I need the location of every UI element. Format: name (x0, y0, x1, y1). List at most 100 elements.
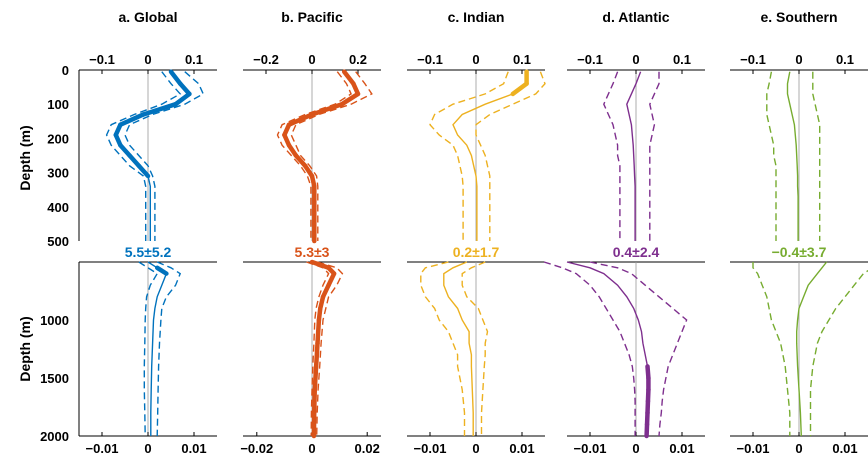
upper-mean-line (452, 71, 528, 241)
y-tick-label: 1000 (40, 313, 69, 328)
lower-ci-upper-line (316, 261, 344, 437)
lower-significant-segment (309, 259, 331, 271)
upper-mean-line (115, 71, 191, 241)
lower-ci-upper-line (156, 261, 182, 437)
y-tick-label: 2000 (40, 429, 69, 444)
lower-x-tick-label: −0.01 (414, 441, 447, 456)
lower-x-tick-label: 0.01 (509, 441, 534, 456)
upper-x-tick-label: 0.1 (836, 52, 854, 67)
upper-ci-lower-line (276, 71, 352, 241)
lower-ci-lower-line (752, 262, 791, 436)
trend-label-aglobal: 5.5±5.2 (125, 244, 172, 260)
upper-x-tick-label: −0.1 (577, 52, 603, 67)
lower-x-tick-label: 0.02 (355, 441, 380, 456)
upper-significant-segment (341, 69, 356, 86)
panel-title-aglobal: a. Global (118, 9, 177, 25)
upper-x-tick-label: 0.1 (673, 52, 691, 67)
upper-ci-upper-line (812, 71, 821, 241)
upper-significant-segment (339, 91, 361, 107)
upper-x-tick-label: 0.1 (185, 52, 203, 67)
lower-x-tick-label: 0 (632, 441, 639, 456)
upper-ci-upper-line (475, 71, 546, 241)
upper-significant-segment (136, 163, 151, 179)
y-tick-label: 200 (47, 131, 69, 146)
lower-ci-upper-line (461, 261, 489, 436)
upper-ci-lower-line (766, 71, 777, 241)
upper-significant-segment (177, 81, 192, 97)
lower-ci-lower-line (543, 261, 636, 436)
lower-x-tick-label: 0 (144, 441, 151, 456)
upper-significant-segment (309, 101, 345, 117)
upper-x-tick-label: 0.1 (513, 52, 531, 67)
lower-x-tick-label: 0.01 (832, 441, 857, 456)
upper-significant-segment (118, 112, 146, 127)
upper-ci-lower-line (105, 71, 182, 241)
upper-x-tick-label: 0 (308, 52, 315, 67)
upper-significant-segment (168, 69, 183, 86)
y-tick-label: 400 (47, 200, 69, 215)
y-axis-label-upper: Depth (m) (17, 125, 33, 190)
upper-ci-upper-line (124, 71, 205, 241)
upper-significant-segment (173, 91, 192, 107)
upper-x-tick-label: 0 (144, 52, 151, 67)
trend-label-bpacific: 5.3±3 (295, 244, 330, 260)
y-tick-label: 1500 (40, 371, 69, 386)
lower-ci-lower-line (306, 261, 330, 437)
lower-significant-segment (313, 340, 320, 369)
y-tick-label: 0 (62, 63, 69, 78)
upper-x-tick-label: −0.2 (253, 52, 279, 67)
trend-label-datlantic: 0.4±2.4 (613, 244, 660, 260)
lower-mean-line (443, 261, 474, 436)
upper-ci-upper-line (649, 71, 660, 241)
lower-significant-segment (312, 364, 319, 392)
lower-significant-segment (315, 317, 322, 346)
labels-layer: 0 100 200 300 400 500 1000 1500 2000 a. Global −0.… (40, 9, 858, 456)
lower-x-tick-label: 0.01 (181, 441, 206, 456)
upper-significant-segment (118, 142, 132, 158)
lower-x-tick-label: 0.01 (669, 441, 694, 456)
trend-label-cindian: 0.2±1.7 (453, 244, 500, 260)
lower-ci-upper-line (589, 261, 688, 437)
upper-x-tick-label: −0.1 (417, 52, 443, 67)
lower-x-tick-label: 0 (472, 441, 479, 456)
panel-title-datlantic: d. Atlantic (602, 9, 669, 25)
y-tick-label: 300 (47, 166, 69, 181)
lower-ci-lower-line (138, 261, 159, 437)
lower-x-tick-label: 0 (308, 441, 315, 456)
y-tick-label: 100 (47, 97, 69, 112)
lower-mean-line (796, 261, 828, 437)
upper-significant-segment (293, 153, 308, 169)
y-axis-label-lower: Depth (m) (17, 316, 33, 381)
panel-title-cindian: c. Indian (448, 9, 505, 25)
upper-significant-segment (141, 101, 178, 117)
lower-significant-segment (311, 387, 318, 416)
upper-x-tick-label: −0.1 (89, 52, 115, 67)
upper-mean-line (626, 71, 642, 241)
panel-title-esouthern: e. Southern (760, 9, 837, 25)
lower-x-tick-label: 0 (795, 441, 802, 456)
lower-ci-lower-line (420, 261, 466, 436)
upper-x-tick-label: −0.1 (740, 52, 766, 67)
upper-significant-segment (286, 112, 315, 127)
upper-ci-lower-line (429, 71, 509, 241)
data-layer (105, 69, 868, 439)
upper-significant-segment (127, 153, 142, 169)
upper-ci-upper-line (290, 71, 373, 241)
upper-significant-segment (510, 81, 529, 97)
upper-mean-line (786, 71, 799, 241)
upper-x-tick-label: 0 (472, 52, 479, 67)
lower-x-tick-label: −0.01 (86, 441, 119, 456)
trend-label-esouthern: −0.4±3.7 (772, 244, 827, 260)
lower-x-tick-label: −0.01 (737, 441, 770, 456)
lower-x-tick-label: −0.01 (574, 441, 607, 456)
upper-x-tick-label: 0 (632, 52, 639, 67)
y-tick-label: 500 (47, 234, 69, 249)
upper-ci-lower-line (603, 71, 621, 241)
axes-layer (78, 69, 868, 437)
lower-significant-segment (154, 265, 169, 276)
lower-ci-upper-line (809, 269, 868, 436)
lower-x-tick-label: −0.02 (240, 441, 273, 456)
panel-title-bpacific: b. Pacific (281, 9, 343, 25)
upper-x-tick-label: 0.2 (349, 52, 367, 67)
